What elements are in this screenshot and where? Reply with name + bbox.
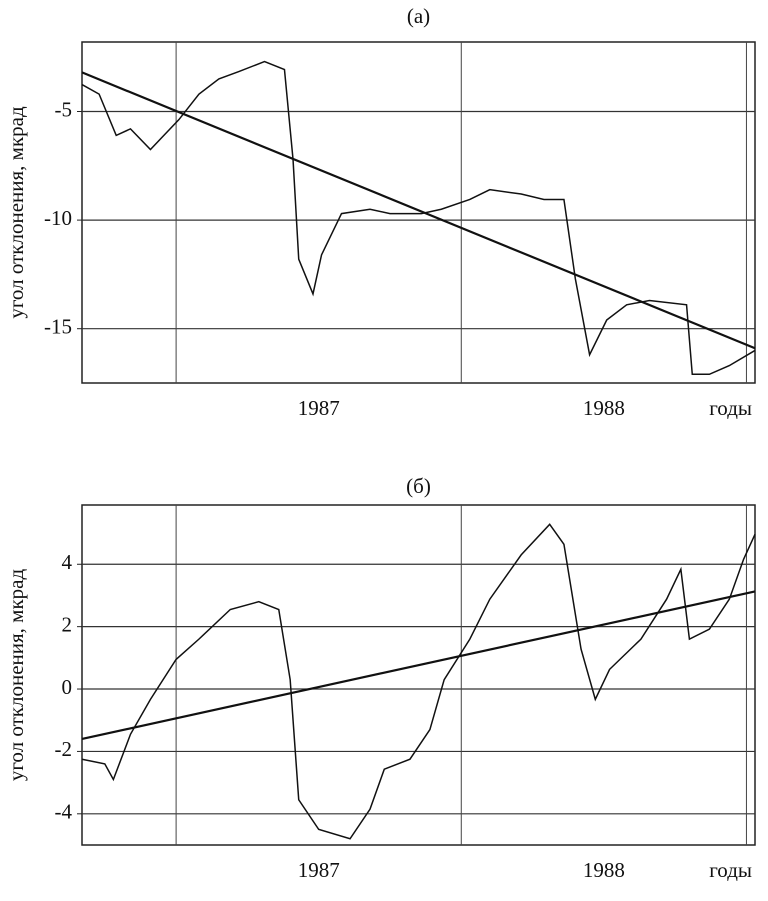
x-tick-label: 1987 [298,396,340,420]
y-tick-label: 4 [62,550,73,574]
data-line [81,71,756,350]
data-line [81,590,756,741]
plot-frame [81,41,756,384]
y-tick-label: -4 [55,800,73,824]
plot-frame [81,504,756,846]
x-axis-label: годы [709,396,752,420]
x-tick-label: 1987 [298,858,340,882]
data-line [81,523,756,840]
y-tick-label: -15 [44,315,72,339]
y-tick-label: 2 [62,612,73,636]
chart-title: (б) [406,474,431,498]
y-tick-label: -2 [55,737,73,761]
x-axis-label: годы [709,858,752,882]
data-line [81,60,756,376]
x-tick-label: 1988 [583,396,625,420]
x-tick-label: 1988 [583,858,625,882]
y-tick-label: -10 [44,206,72,230]
y-axis-label: угол отклонения, мкрад [4,106,28,319]
y-tick-label: -5 [55,97,73,121]
chart-title: (а) [407,4,430,28]
y-tick-label: 0 [62,675,73,699]
y-axis-label: угол отклонения, мкрад [4,569,28,782]
